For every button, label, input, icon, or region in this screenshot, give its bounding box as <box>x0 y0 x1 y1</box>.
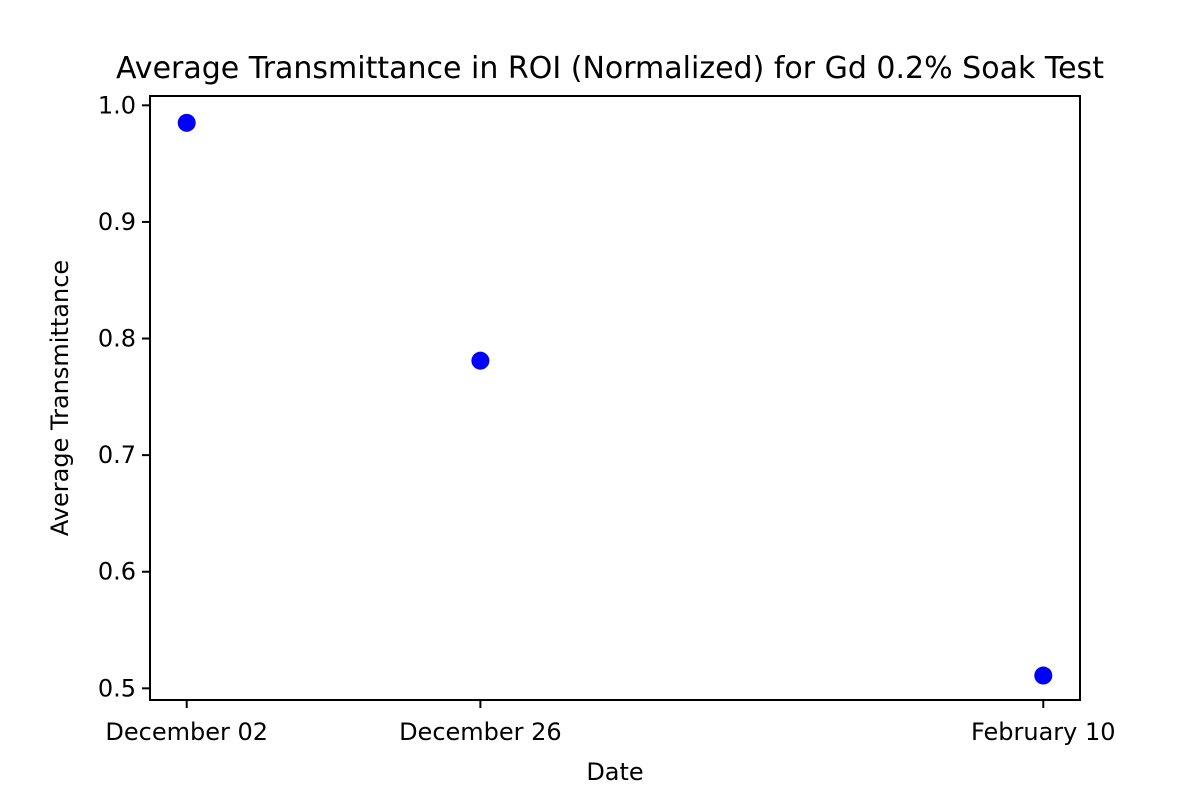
x-axis: December 02 December 26 February 10 <box>105 700 1116 746</box>
plot-frame <box>149 95 1081 701</box>
y-axis: 0.5 0.6 0.7 0.8 0.9 1.0 <box>98 91 150 702</box>
x-tick-label: December 02 <box>105 718 268 746</box>
y-tick-label: 0.6 <box>98 558 136 586</box>
y-tick-label: 0.9 <box>98 208 136 236</box>
data-point <box>1034 666 1053 685</box>
y-axis-label: Average Transmittance <box>46 260 74 536</box>
data-points <box>177 113 1053 685</box>
data-point <box>471 351 490 370</box>
data-point <box>177 113 196 132</box>
y-tick-label: 1.0 <box>98 91 136 119</box>
y-tick-label: 0.7 <box>98 441 136 469</box>
x-tick-label: December 26 <box>399 718 562 746</box>
x-tick-label: February 10 <box>971 718 1116 746</box>
chart-title: Average Transmittance in ROI (Normalized… <box>116 51 1104 86</box>
y-tick-label: 0.8 <box>98 325 136 353</box>
x-axis-label: Date <box>586 758 643 786</box>
y-tick-label: 0.5 <box>98 674 136 702</box>
